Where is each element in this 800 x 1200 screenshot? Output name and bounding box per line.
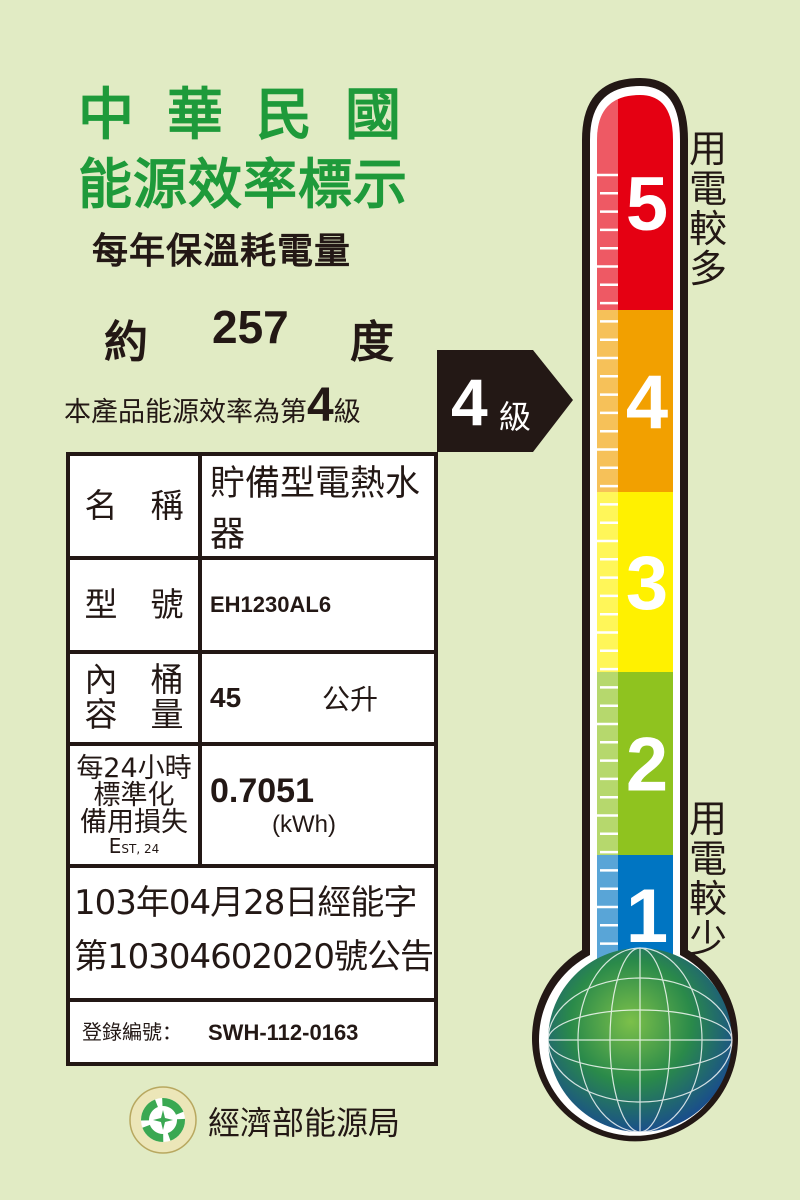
loss-symbol-e: E xyxy=(108,833,122,858)
row-capacity: 內 桶容 量 45 公升 xyxy=(70,654,434,746)
consumption-prefix: 約 xyxy=(104,317,148,368)
grade-statement-suffix: 級 xyxy=(333,397,361,428)
highlight-strip xyxy=(597,95,618,310)
consumption-value: 257 xyxy=(212,301,289,353)
name-label: 名 稱 xyxy=(70,456,202,556)
loss-value: 0.7051 xyxy=(210,771,314,810)
model-value: EH1230AL6 xyxy=(210,592,332,617)
highlight-strip xyxy=(597,492,618,672)
capacity-cell: 45 公升 xyxy=(202,654,434,742)
row-registration: 登錄編號： SWH-112-0163 xyxy=(70,1002,434,1062)
title-label: 能源效率標示 xyxy=(78,153,408,216)
loss-label-3: 備用損失 xyxy=(80,806,188,838)
standby-loss-label: 每24小時 標準化 備用損失 EST, 24 xyxy=(70,746,202,864)
registration-label: 登錄編號： xyxy=(82,1020,182,1044)
row-standby-loss: 每24小時 標準化 備用損失 EST, 24 0.7051 (kWh) xyxy=(70,746,434,868)
grade-arrow: 4 級 xyxy=(437,350,577,458)
loss-symbol: EST, 24 xyxy=(109,836,160,856)
bureau-logo-icon xyxy=(129,1086,197,1154)
level-5-number: 5 xyxy=(626,162,668,247)
grade-statement-grade: 4 xyxy=(307,379,334,432)
bureau-name: 經濟部能源局 xyxy=(208,1104,401,1142)
registration-value: SWH-112-0163 xyxy=(208,1020,359,1045)
loss-symbol-sub: ST, 24 xyxy=(121,841,160,856)
highlight-strip xyxy=(597,672,618,855)
less-electricity-label: 用電較少 xyxy=(688,797,727,961)
thermometer: 5 4 3 2 1 xyxy=(532,78,738,1142)
level-4-number: 4 xyxy=(626,360,668,445)
consumption-unit: 度 xyxy=(350,317,394,368)
level-2-segment xyxy=(597,672,673,855)
name-value: 貯備型電熱水器 xyxy=(210,464,421,555)
info-table: 名 稱 貯備型電熱水器 型 號 EH1230AL6 內 桶容 量 45 公升 每2… xyxy=(66,452,438,1066)
capacity-label-1: 內 桶 xyxy=(84,660,184,700)
highlight-strip xyxy=(597,310,618,492)
capacity-label-2: 容 量 xyxy=(84,695,184,734)
grade-statement-text: 本產品能源效率為第 xyxy=(64,397,307,428)
capacity-value: 45 xyxy=(210,682,242,713)
row-model: 型 號 EH1230AL6 xyxy=(70,560,434,654)
title-country: 中華民國 xyxy=(78,83,434,148)
arrow-shape xyxy=(437,350,573,452)
loss-unit: (kWh) xyxy=(272,810,336,838)
capacity-label: 內 桶容 量 xyxy=(70,654,202,742)
grade-arrow-suffix: 級 xyxy=(499,398,532,436)
level-3-number: 3 xyxy=(626,541,668,626)
bureau-logo xyxy=(128,1085,198,1159)
row-name: 名 稱 貯備型電熱水器 xyxy=(70,456,434,560)
more-electricity-label: 用電較多 xyxy=(688,127,727,291)
model-label: 型 號 xyxy=(70,560,202,650)
announcement-line-2: 第10304602020號公告 xyxy=(74,937,434,978)
highlight-strip xyxy=(597,855,618,975)
grade-arrow-number: 4 xyxy=(451,365,488,439)
level-5-segment xyxy=(597,95,673,310)
level-2-number: 2 xyxy=(626,723,668,808)
subtitle: 每年保溫耗電量 xyxy=(92,231,352,272)
level-1-number: 1 xyxy=(626,874,668,959)
standby-loss-cell: 0.7051 (kWh) xyxy=(202,746,434,864)
loss-label-2: 標準化 xyxy=(93,779,175,811)
capacity-unit: 公升 xyxy=(322,683,379,716)
loss-label-1: 每24小時 xyxy=(76,752,192,784)
row-announcement: 103年04月28日經能字 第10304602020號公告 xyxy=(70,868,434,1002)
announcement-line-1: 103年04月28日經能字 xyxy=(74,883,417,923)
grade-statement: 本產品能源效率為第4級 xyxy=(64,378,361,433)
